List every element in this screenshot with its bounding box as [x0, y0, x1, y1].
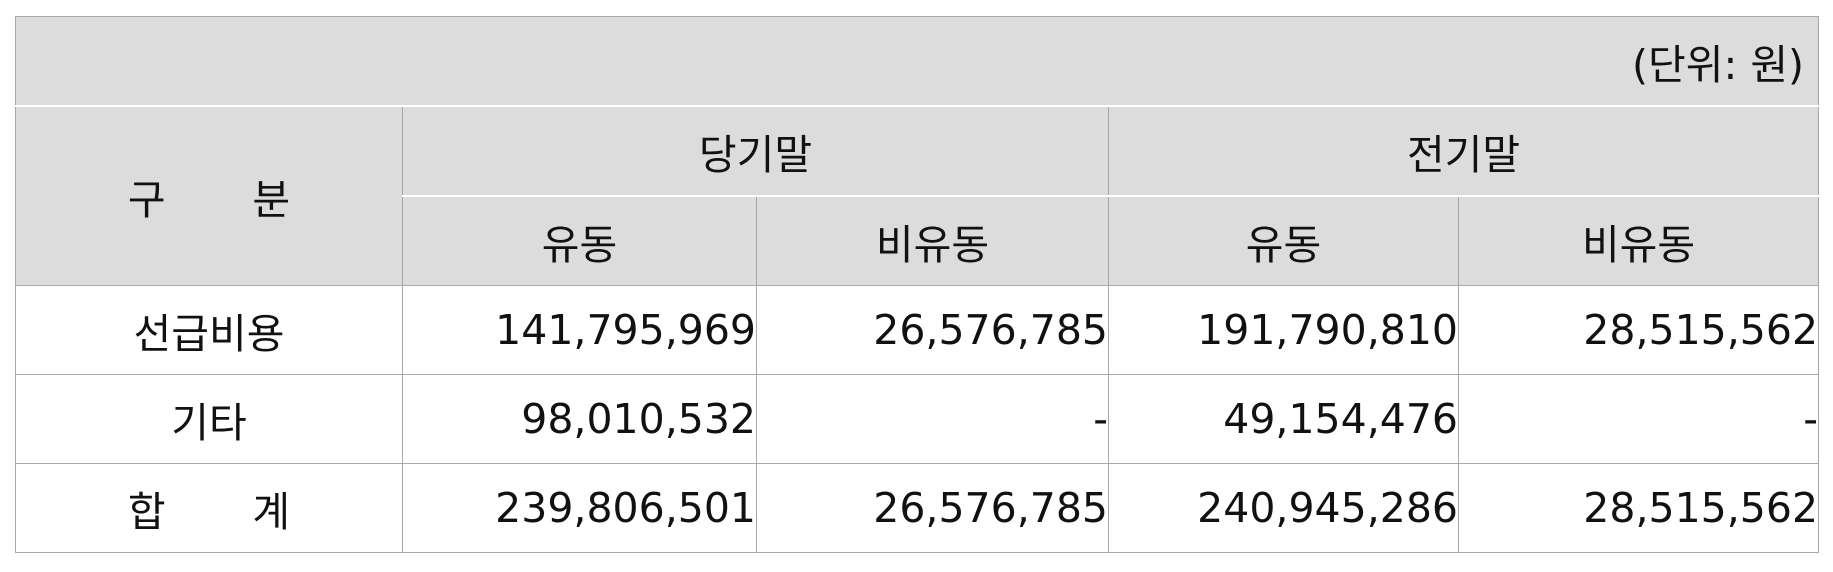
row-label: 선급비용	[15, 285, 403, 375]
header-row-subgroups: 유동 비유동 유동 비유동	[16, 195, 1820, 286]
table-cell: 26,576,785	[756, 463, 1109, 553]
division-header-label: 구 분	[127, 176, 328, 224]
table-cell: -	[1457, 374, 1820, 464]
unit-row: (단위: 원)	[14, 16, 1820, 107]
prepaid-expenses-table: (단위: 원) 구 분 당기말 전기말 유동 비유동 유동 비유동 선급비용 1…	[14, 16, 1820, 553]
table-cell: 239,806,501	[402, 463, 757, 553]
row-label: 합 계	[15, 463, 403, 553]
header-row-groups: 구 분 당기말 전기말	[15, 105, 1820, 286]
subheader-prior-current-assets: 유동	[1108, 195, 1459, 286]
table-cell: 98,010,532	[402, 374, 757, 464]
group-header-current: 당기말	[402, 105, 1109, 197]
subheader-current-noncurrent-assets: 비유동	[756, 195, 1109, 286]
table-row: 선급비용 141,795,969 26,576,785 191,790,810 …	[15, 285, 1820, 375]
table-cell: 49,154,476	[1108, 374, 1459, 464]
table-cell: 240,945,286	[1108, 463, 1459, 553]
division-header: 구 분	[15, 105, 403, 286]
table-cell: -	[756, 374, 1109, 464]
unit-note: (단위: 원)	[14, 16, 1820, 107]
subheader-prior-noncurrent-assets: 비유동	[1457, 195, 1820, 286]
total-label: 합 계	[127, 488, 328, 536]
table-cell: 26,576,785	[756, 285, 1109, 375]
row-label: 기타	[15, 374, 403, 464]
table-cell: 191,790,810	[1108, 285, 1459, 375]
table-cell: 28,515,562	[1457, 285, 1820, 375]
table-row-total: 합 계 239,806,501 26,576,785 240,945,286 2…	[15, 463, 1820, 553]
table-cell: 28,515,562	[1457, 463, 1820, 553]
subheader-current-current-assets: 유동	[402, 195, 757, 286]
table-row: 기타 98,010,532 - 49,154,476 -	[15, 374, 1820, 464]
group-header-prior: 전기말	[1107, 105, 1820, 197]
table-cell: 141,795,969	[402, 285, 757, 375]
